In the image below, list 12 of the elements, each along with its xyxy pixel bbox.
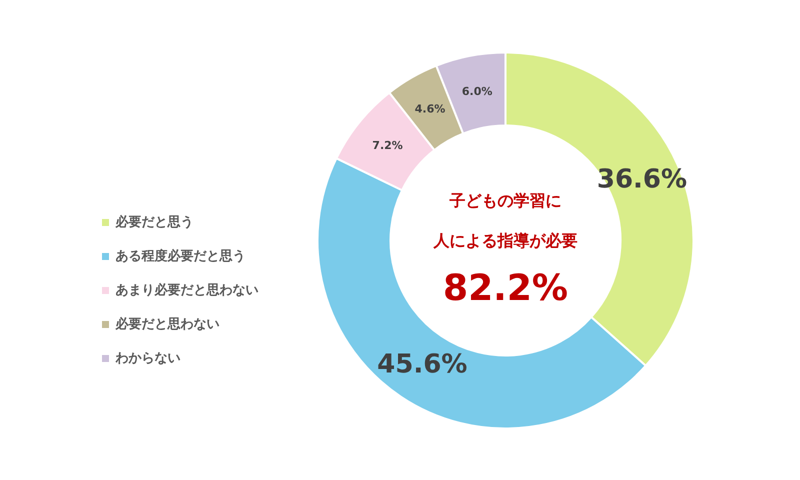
text: 子どもの学習に xyxy=(448,191,562,210)
text: 人による指導が必要 xyxy=(432,231,578,250)
legend-label: ある程度必要だと思う xyxy=(116,248,246,264)
data-label: 7.2% xyxy=(372,138,403,152)
legend-label: あまり必要だと思わない xyxy=(116,282,258,298)
legend-label: 必要だと思う xyxy=(114,214,194,230)
data-label: 6.0% xyxy=(462,85,492,98)
legend-label: わからない xyxy=(114,351,180,366)
text: 82.2% xyxy=(443,268,568,309)
data-label: 4.6% xyxy=(414,102,446,116)
data-label: 45.6% xyxy=(377,350,468,380)
legend-label: 必要だと思わない xyxy=(114,316,220,332)
